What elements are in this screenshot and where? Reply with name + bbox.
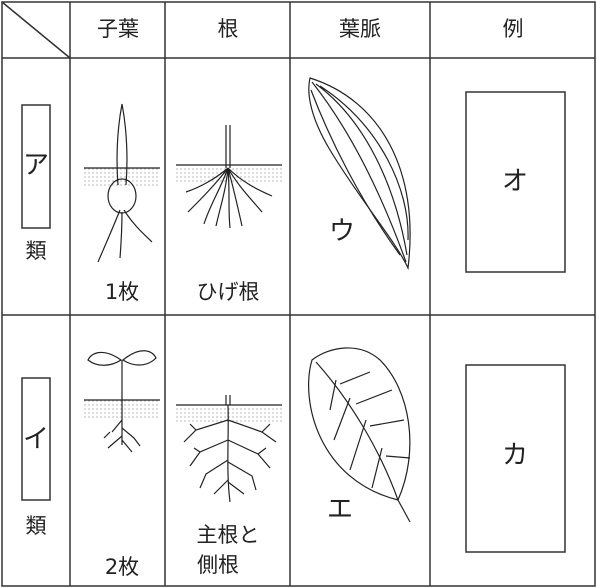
net-vein-leaf [308,347,411,523]
vein-label: エ [327,495,353,525]
fibrous-roots [176,125,282,229]
header-cell: 葉脈 [339,17,381,41]
cotyledon-label: 1枚 [105,280,139,304]
dicot-seedling [84,350,160,453]
monocot-seedling [84,103,160,263]
header-cell: 根 [218,17,239,41]
group-label: ア [23,151,49,181]
group-suffix: 類 [26,239,47,263]
vein-label: ウ [329,217,355,247]
parallel-vein-leaf [308,77,411,271]
example-label: カ [502,441,528,471]
root-label: 主根と [197,523,260,547]
answer-box [21,377,51,501]
tap-root [176,395,282,503]
header-cell: 例 [503,17,524,41]
answer-box [21,104,51,229]
header-cell: 子葉 [97,17,139,41]
answer-box [465,91,566,273]
example-label: オ [502,167,528,197]
group-label: イ [23,425,49,455]
cotyledon-label: 2枚 [105,555,139,579]
root-label: ひげ根 [197,280,260,304]
answer-box [465,364,566,553]
root-label: 側根 [197,553,239,577]
group-suffix: 類 [26,514,47,538]
